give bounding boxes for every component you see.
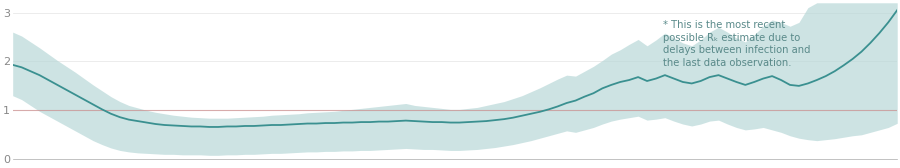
Text: * This is the most recent
possible Rₖ estimate due to
delays between infection a: * This is the most recent possible Rₖ es… [662,20,810,68]
